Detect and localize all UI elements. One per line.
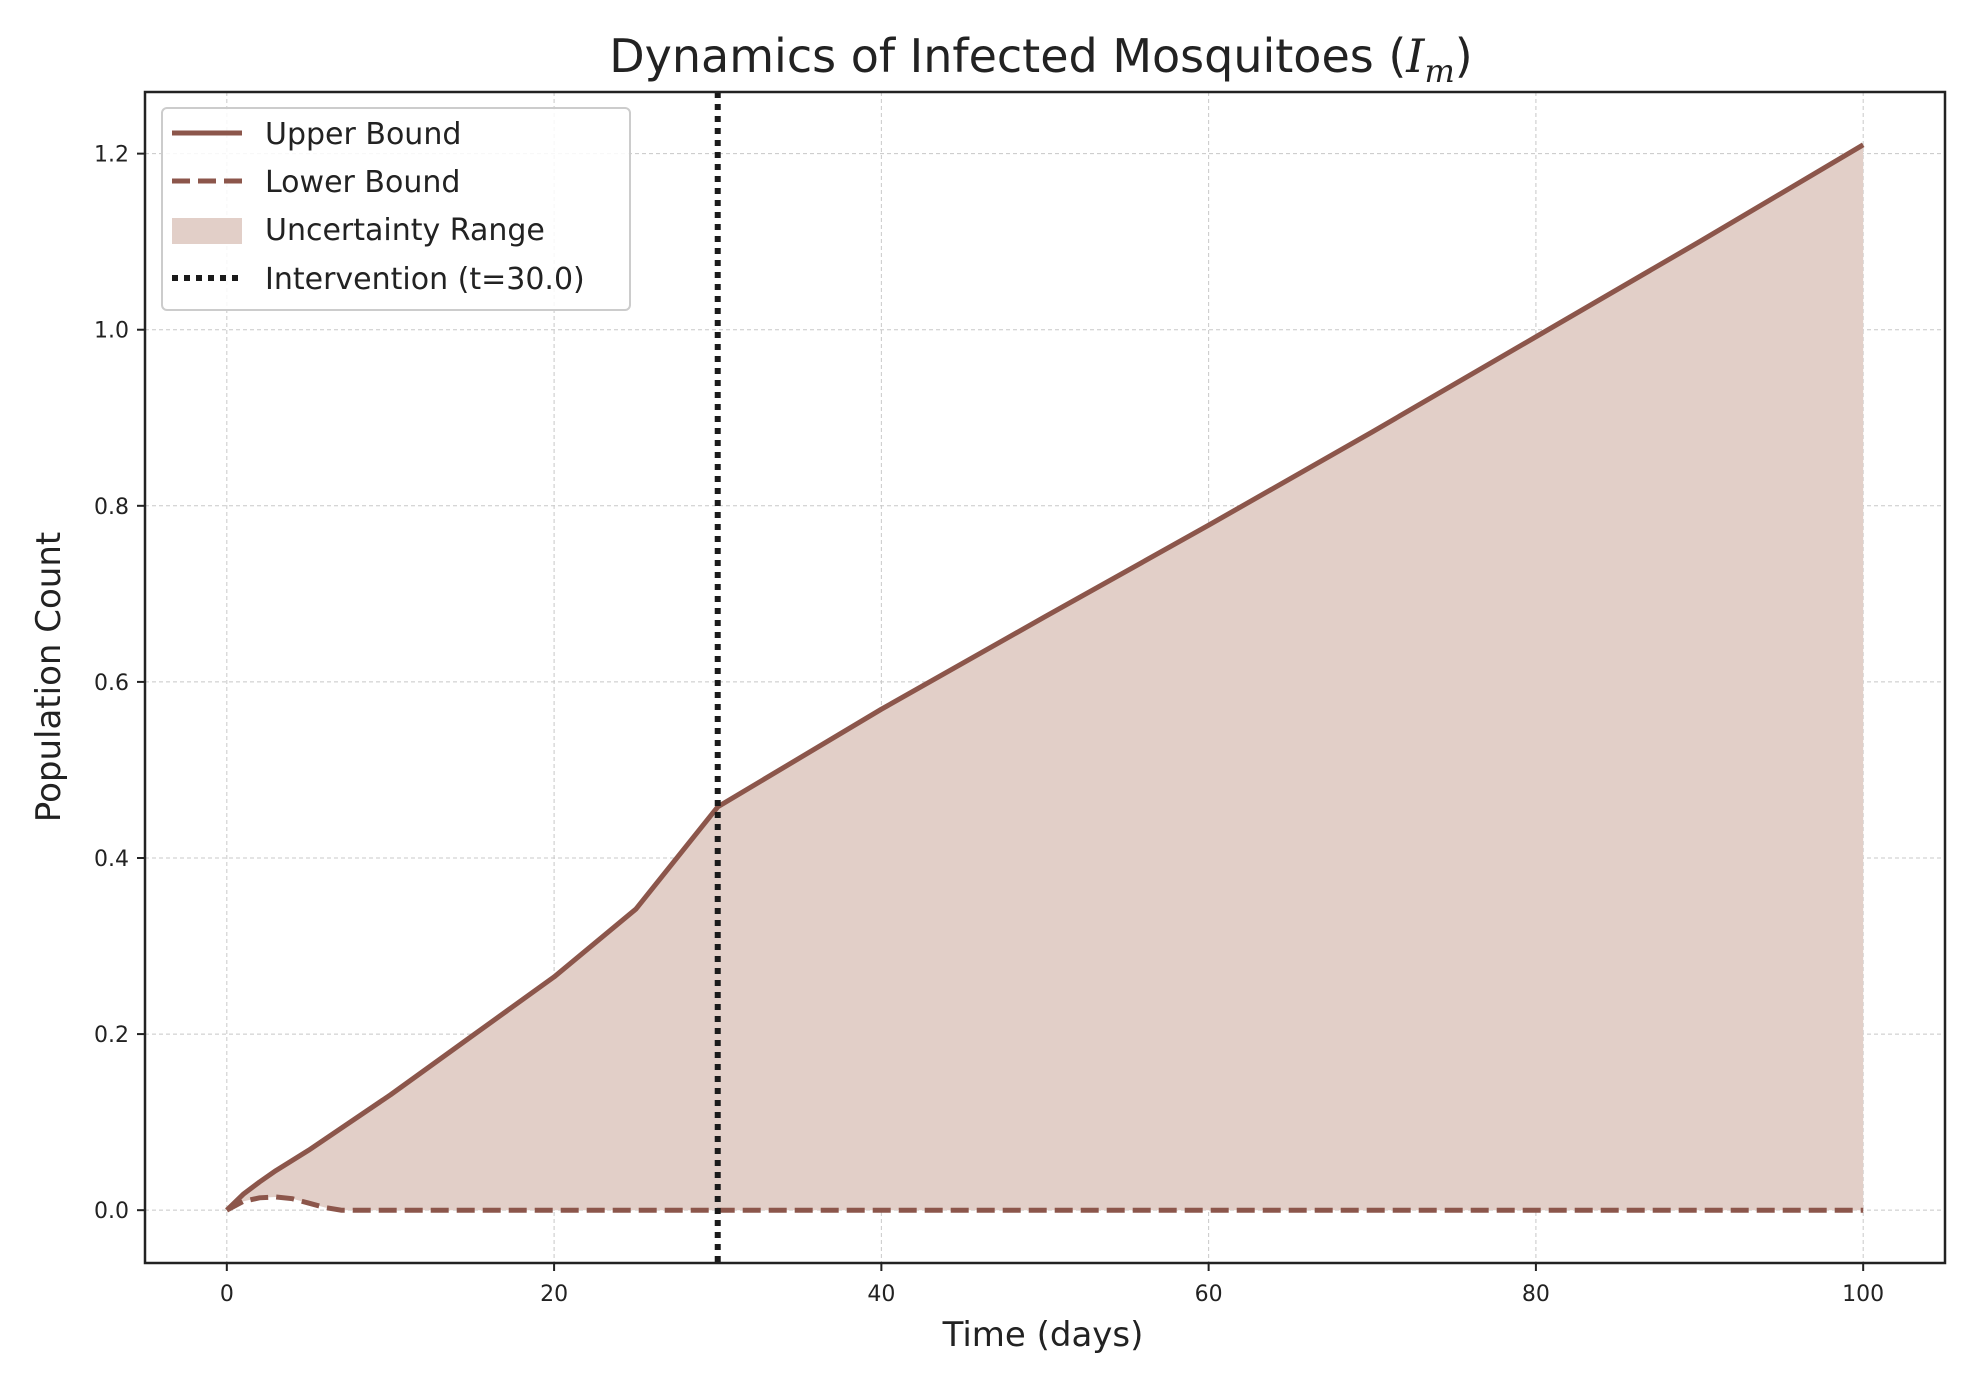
x-axis-label: Time (days): [942, 1315, 1144, 1355]
legend-uncertainty-range-label: Uncertainty Range: [265, 213, 545, 248]
y-tick-label: 0.0: [94, 1199, 129, 1224]
uncertainty-range-fill: [226, 144, 1864, 1211]
chart-title: Dynamics of Infected Mosquitoes (Im): [609, 29, 1473, 90]
y-tick-label: 0.8: [94, 495, 129, 520]
axis-ticks: 0 20 40 60 80 100 0.0 0.2 0.4 0.6 0.8 1.0 1.2: [94, 143, 1884, 1307]
x-tick-label: 40: [867, 1282, 895, 1307]
upper-bound-line: [225, 142, 1865, 1212]
legend: Upper Bound Lower Bound Uncertainty Rang…: [161, 107, 631, 311]
plot-frame: [143, 90, 1947, 1265]
y-tick-label: 1.2: [94, 143, 129, 168]
x-tick-label: 100: [1842, 1282, 1884, 1307]
x-tick-label: 0: [220, 1282, 234, 1307]
legend-uncertainty-range-swatch: [172, 218, 242, 244]
legend-upper-bound-label: Upper Bound: [265, 117, 461, 152]
y-tick-label: 1.0: [94, 319, 129, 344]
x-tick-label: 60: [1195, 1282, 1223, 1307]
legend-intervention-label: Intervention (t=30.0): [265, 262, 585, 297]
y-axis-label: Population Count: [29, 532, 69, 822]
y-tick-label: 0.4: [94, 847, 129, 872]
legend-lower-bound-label: Lower Bound: [265, 165, 460, 200]
lower-bound-line: [225, 1194, 1864, 1213]
y-tick-label: 0.2: [94, 1023, 129, 1048]
legend-box: [161, 107, 631, 311]
x-tick-label: 80: [1522, 1282, 1550, 1307]
y-tick-label: 0.6: [94, 671, 129, 696]
x-tick-label: 20: [540, 1282, 568, 1307]
